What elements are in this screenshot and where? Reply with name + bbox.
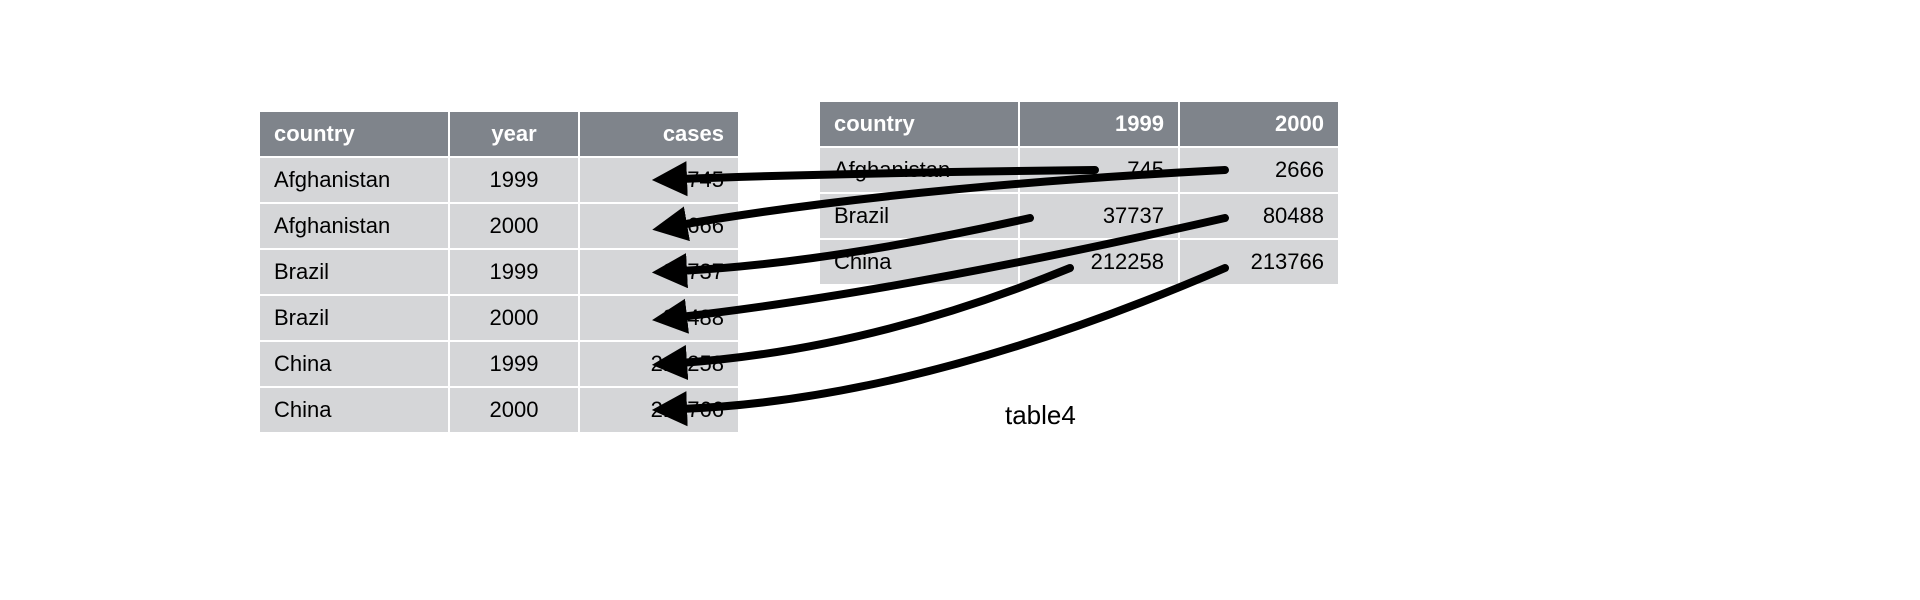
cell-year: 2000 — [449, 387, 579, 432]
col-header-2000: 2000 — [1179, 102, 1338, 147]
cell-2000: 213766 — [1179, 239, 1338, 284]
cell-cases: 212258 — [579, 341, 738, 387]
long-format-table: country year cases Afghanistan 1999 745 … — [260, 112, 738, 432]
table-row: Brazil 37737 80488 — [820, 193, 1338, 239]
table-row: Afghanistan 745 2666 — [820, 147, 1338, 193]
cell-year: 1999 — [449, 157, 579, 203]
wide-format-table: country 1999 2000 Afghanistan 745 2666 B… — [820, 102, 1338, 284]
col-header-country: country — [820, 102, 1019, 147]
cell-1999: 212258 — [1019, 239, 1179, 284]
table-row: China 2000 213766 — [260, 387, 738, 432]
col-header-1999: 1999 — [1019, 102, 1179, 147]
cell-2000: 80488 — [1179, 193, 1338, 239]
cell-country: China — [820, 239, 1019, 284]
table-row: Brazil 1999 37737 — [260, 249, 738, 295]
cell-country: Afghanistan — [260, 203, 449, 249]
cell-1999: 37737 — [1019, 193, 1179, 239]
table-row: Brazil 2000 80488 — [260, 295, 738, 341]
col-header-cases: cases — [579, 112, 738, 157]
table-row: Afghanistan 1999 745 — [260, 157, 738, 203]
cell-country: Brazil — [260, 295, 449, 341]
cell-country: Brazil — [260, 249, 449, 295]
cell-country: Brazil — [820, 193, 1019, 239]
table-row: Afghanistan 2000 2666 — [260, 203, 738, 249]
cell-year: 2000 — [449, 203, 579, 249]
diagram-root: country year cases Afghanistan 1999 745 … — [0, 0, 1920, 600]
table-header-row: country 1999 2000 — [820, 102, 1338, 147]
col-header-country: country — [260, 112, 449, 157]
table-row: China 1999 212258 — [260, 341, 738, 387]
cell-country: Afghanistan — [260, 157, 449, 203]
cell-2000: 2666 — [1179, 147, 1338, 193]
cell-country: China — [260, 387, 449, 432]
cell-year: 1999 — [449, 249, 579, 295]
arrow-icon — [680, 268, 1225, 409]
cell-1999: 745 — [1019, 147, 1179, 193]
caption-label: table4 — [1005, 400, 1076, 431]
cell-country: Afghanistan — [820, 147, 1019, 193]
cell-year: 2000 — [449, 295, 579, 341]
cell-cases: 2666 — [579, 203, 738, 249]
table-row: China 212258 213766 — [820, 239, 1338, 284]
cell-cases: 37737 — [579, 249, 738, 295]
cell-cases: 745 — [579, 157, 738, 203]
cell-country: China — [260, 341, 449, 387]
col-header-year: year — [449, 112, 579, 157]
cell-cases: 80488 — [579, 295, 738, 341]
cell-cases: 213766 — [579, 387, 738, 432]
table-header-row: country year cases — [260, 112, 738, 157]
cell-year: 1999 — [449, 341, 579, 387]
